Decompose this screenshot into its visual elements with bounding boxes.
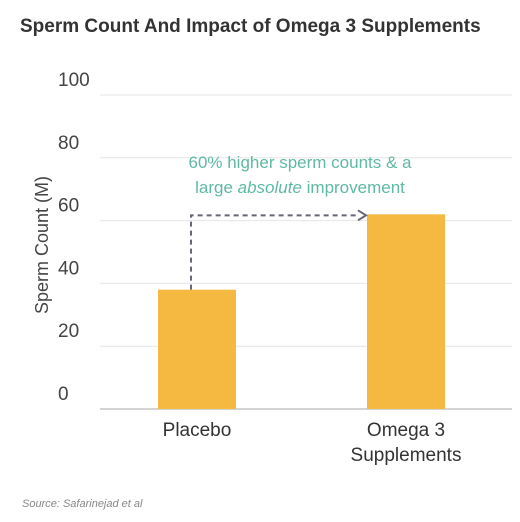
y-tick-label: 100	[58, 70, 90, 91]
annotation-line-1: 60% higher sperm counts & a	[188, 153, 412, 172]
arrow-head	[357, 209, 368, 222]
y-tick-label: 0	[58, 384, 69, 405]
y-tick-label: 80	[58, 133, 79, 154]
chart-title: Sperm Count And Impact of Omega 3 Supple…	[20, 16, 481, 37]
y-tick-label: 20	[58, 321, 79, 342]
bar	[367, 214, 445, 409]
annotation-line-2: large absolute improvement	[130, 178, 470, 198]
x-tick-label: Placebo	[163, 420, 232, 441]
bars	[158, 214, 445, 409]
annotation-text-before: large	[195, 178, 238, 197]
y-tick-label: 40	[58, 258, 79, 279]
comparison-arrow	[190, 209, 368, 290]
annotation-emphasis: absolute	[237, 178, 302, 197]
bar	[158, 289, 236, 409]
x-tick-label: Omega 3	[367, 420, 445, 441]
annotation-text-after: improvement	[301, 178, 405, 197]
y-tick-labels: 0 20 40 60 80 100	[58, 70, 90, 405]
x-tick-label: Supplements	[351, 445, 462, 466]
x-tick-labels: Placebo Omega 3 Supplements	[163, 420, 462, 466]
y-axis-label: Sperm Count (M)	[32, 176, 52, 314]
arrow-line	[190, 214, 359, 290]
source-note: Source: Safarinejad et al	[22, 498, 143, 510]
y-tick-label: 60	[58, 196, 79, 217]
